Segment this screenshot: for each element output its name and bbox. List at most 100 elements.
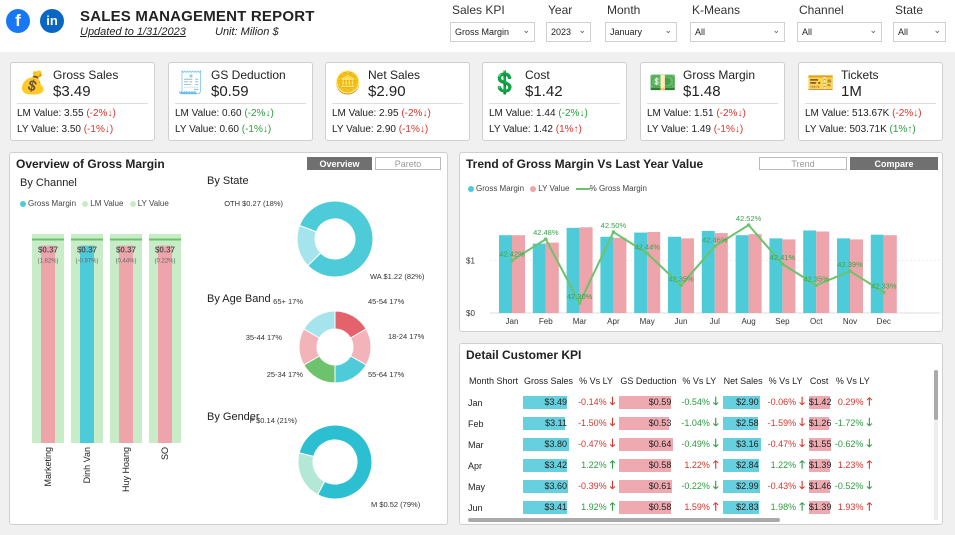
detail-title: Detail Customer KPI (466, 348, 582, 362)
value-bar: $1.46 (808, 480, 832, 493)
value-bar: $2.83 (722, 501, 761, 514)
table-row[interactable]: May $3.60 -0.39% 🡓 $0.61 -0.22% 🡓 $2.99 -0.43% 🡓 $… (466, 476, 874, 497)
filter-select[interactable]: All ⌄ (893, 22, 946, 42)
column-header[interactable]: Net Sales (723, 376, 763, 386)
value-cell: $2.58 (721, 413, 766, 434)
arrow-down-icon: 🡓 (609, 396, 616, 408)
value-bar: $2.99 (722, 480, 761, 493)
header-bar: f in SALES MANAGEMENT REPORT Updated to … (0, 0, 955, 52)
filter-label: State (895, 3, 924, 17)
filter-label: Channel (799, 3, 844, 17)
pct-value: -1.72% (834, 418, 864, 428)
x-tick-label: Jan (506, 317, 519, 326)
arrow-down-icon: 🡓 (712, 396, 719, 408)
kpi-ly-pct: (-1% (713, 124, 735, 135)
pct-value: 1.22% (684, 460, 710, 470)
legend-gross-margin: Gross Margin (476, 184, 525, 193)
arrow-down-icon: 🡓 (799, 396, 805, 408)
pct-label: 42.50% (601, 221, 627, 230)
value-bar: $0.59 (619, 396, 674, 409)
pct-label: 42.30% (567, 292, 593, 301)
pareto-button[interactable]: Pareto (375, 157, 441, 170)
arrow-down-icon: 🡓 (609, 480, 616, 492)
table-row[interactable]: Apr $3.42 1.22% 🡑 $0.58 1.22% 🡑 $2.84 1.22% 🡑 $1.3… (466, 455, 874, 476)
kpi-divider (332, 103, 463, 104)
pct-label: 42.35% (668, 274, 694, 283)
donut-label: 65+ 17% (273, 297, 303, 306)
arrow-down-icon: 🡓 (609, 438, 616, 450)
kpi-lm-text: LM Value: 0.60 (175, 108, 242, 119)
donut-label: OTH $0.27 (18%) (224, 199, 283, 208)
pct-label: 42.52% (736, 214, 762, 223)
filter-select[interactable]: All ⌄ (797, 22, 882, 42)
x-tick-label: Nov (843, 317, 857, 326)
column-header[interactable]: GS Deduction (620, 376, 677, 386)
value-bar: $3.80 (523, 438, 570, 451)
table-row[interactable]: Jun $3.41 1.92% 🡑 $0.58 1.59% 🡑 $2.83 1.98% 🡑 $1.3… (466, 497, 874, 518)
column-header[interactable]: % Vs LY (682, 376, 717, 386)
channel-pct-label: (0.44%) (115, 259, 136, 265)
vertical-scroll-thumb[interactable] (934, 370, 938, 420)
kpi-name: Cost (525, 68, 550, 82)
legend-ly-value: LY Value (137, 199, 169, 208)
column-header[interactable]: Cost (809, 376, 829, 386)
kpi-ly-text: LY Value: 2.90 (332, 124, 396, 135)
trend-button[interactable]: Trend (759, 157, 847, 170)
column-header[interactable]: Gross Sales (524, 376, 574, 386)
kpi-value: $1.48 (683, 83, 721, 100)
pct-cell: -0.06% 🡓 (766, 392, 807, 413)
channel-gm-bar (41, 245, 55, 443)
column-header[interactable]: Month Short (469, 376, 519, 386)
column-header[interactable]: % Vs LY (768, 376, 803, 386)
arrow-down-icon: 🡓 (866, 417, 873, 429)
table-row[interactable]: Feb $3.11 -1.50% 🡓 $0.53 -1.04% 🡓 $2.58 -1.59% 🡓 $… (466, 413, 874, 434)
compare-button[interactable]: Compare (850, 157, 938, 170)
kpi-ly-arrow: ↑) (573, 124, 582, 135)
legend-dot-lm-value (82, 200, 89, 207)
legend-gross-margin: Gross Margin (28, 199, 77, 208)
chevron-down-icon: ⌄ (869, 25, 877, 35)
overview-button[interactable]: Overview (307, 157, 372, 170)
column-header[interactable]: % Vs LY (579, 376, 613, 386)
by-state-label: By State (207, 175, 249, 187)
vertical-scrollbar[interactable] (934, 370, 938, 520)
pct-value: 0.29% (837, 397, 864, 407)
trend-gm-bar (735, 235, 749, 313)
filter-select[interactable]: 2023 ⌄ (546, 22, 591, 42)
channel-pct-label: (0.22%) (154, 259, 175, 265)
pct-cell: 1.93% 🡑 (833, 497, 874, 518)
x-tick-label: Aug (741, 317, 755, 326)
horizontal-scrollbar[interactable] (468, 518, 780, 522)
month-cell: Feb (468, 418, 484, 429)
column-header[interactable]: % Vs LY (835, 376, 870, 386)
pct-label: 42.48% (533, 228, 559, 237)
pct-point (713, 244, 717, 249)
kpi-name: Tickets (841, 68, 879, 82)
kpi-lm-value: LM Value: 1.51 (-2%↓) (647, 108, 746, 119)
kpi-lm-pct: (-2% (558, 108, 580, 119)
trend-ly-bar (647, 232, 661, 313)
pct-cell: 1.92% 🡑 (576, 497, 617, 518)
filter-select[interactable]: All ⌄ (690, 22, 785, 42)
ticket-icon: 🎫 (807, 70, 835, 95)
value-cell: $2.90 (721, 392, 766, 413)
pct-cell: -1.59% 🡓 (766, 413, 807, 434)
filter-select[interactable]: January ⌄ (605, 22, 677, 42)
pct-value: -0.54% (681, 397, 710, 407)
value-cell: $0.58 (617, 455, 679, 476)
kpi-ly-value: LY Value: 1.49 (-1%↓) (647, 124, 743, 135)
pct-cell: 1.22% 🡑 (679, 455, 720, 476)
chevron-down-icon: ⌄ (522, 25, 530, 35)
value-cell: $0.53 (617, 413, 679, 434)
kpi-lm-arrow: ↓) (579, 108, 588, 119)
chevron-down-icon: ⌄ (772, 25, 780, 35)
facebook-icon[interactable]: f (6, 9, 30, 33)
pct-value: -0.62% (834, 439, 864, 449)
table-row[interactable]: Mar $3.80 -0.47% 🡓 $0.64 -0.49% 🡓 $3.16 -0.47% 🡓 $… (466, 434, 874, 455)
linkedin-icon[interactable]: in (40, 9, 64, 33)
table-row[interactable]: Jan $3.49 -0.14% 🡓 $0.59 -0.54% 🡓 $2.90 -0.06% 🡓 $… (466, 392, 874, 413)
filter-select[interactable]: Gross Margin ⌄ (450, 22, 535, 42)
kpi-divider (175, 103, 306, 104)
arrow-up-icon: 🡑 (866, 459, 873, 471)
kpi-ly-text: LY Value: 0.60 (175, 124, 239, 135)
